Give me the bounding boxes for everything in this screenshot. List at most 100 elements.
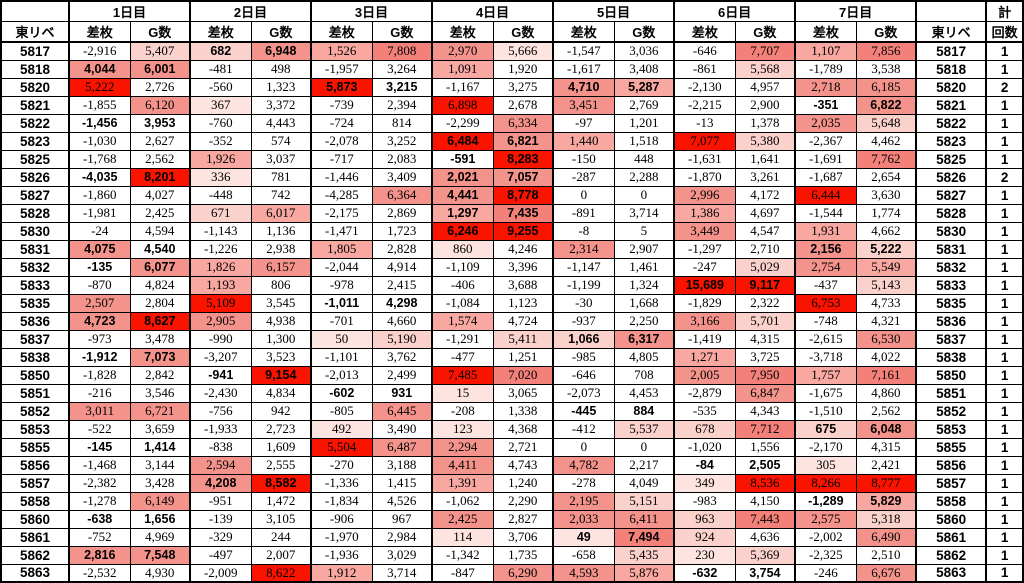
cell-d6-samai[interactable]: -1,020 [673, 437, 736, 457]
cell-d5-samai[interactable]: 4,710 [552, 77, 615, 97]
machine-number-cell[interactable]: 5860 [0, 509, 70, 529]
cell-d1-samai[interactable]: -2,382 [68, 473, 131, 493]
cell-d1-samai[interactable]: 3,011 [68, 401, 131, 421]
cell-d5-samai[interactable]: -8 [552, 221, 615, 241]
cell-d1-samai[interactable]: -1,278 [68, 491, 131, 511]
cell-d7-gcount[interactable]: 6,822 [855, 95, 918, 115]
cell-d1-samai[interactable]: 4,075 [68, 239, 131, 259]
cell-d4-gcount[interactable]: 1,123 [492, 293, 555, 313]
cell-d2-samai[interactable]: -560 [189, 77, 252, 97]
cell-d4-gcount[interactable]: 4,724 [492, 311, 555, 331]
machine-number-cell-right[interactable]: 5856 [915, 455, 988, 475]
cell-d6-samai[interactable]: -1,419 [673, 329, 736, 349]
cell-d3-gcount[interactable]: 2,394 [371, 95, 434, 115]
cell-d7-samai[interactable]: -1,675 [794, 383, 857, 403]
count-cell[interactable]: 1 [985, 347, 1024, 367]
cell-d5-samai[interactable]: 2,033 [552, 509, 615, 529]
count-cell[interactable]: 1 [985, 293, 1024, 313]
cell-d3-gcount[interactable]: 3,215 [371, 77, 434, 97]
count-cell[interactable]: 1 [985, 59, 1024, 79]
cell-d2-samai[interactable]: -481 [189, 59, 252, 79]
cell-d6-samai[interactable]: 1,271 [673, 347, 736, 367]
cell-d7-samai[interactable]: -1,289 [794, 491, 857, 511]
cell-d2-gcount[interactable]: 574 [250, 131, 313, 151]
count-cell[interactable]: 1 [985, 563, 1024, 583]
cell-d1-gcount[interactable]: 7,548 [129, 545, 192, 565]
cell-d5-samai[interactable]: -1,199 [552, 275, 615, 295]
machine-number-cell-right[interactable]: 5817 [915, 41, 988, 61]
cell-d6-samai[interactable]: -13 [673, 113, 736, 133]
machine-number-cell-right[interactable]: 5826 [915, 167, 988, 187]
cell-d1-gcount[interactable]: 5,407 [129, 41, 192, 61]
count-cell[interactable]: 1 [985, 365, 1024, 385]
cell-d1-samai[interactable]: -638 [68, 509, 131, 529]
machine-number-cell[interactable]: 5835 [0, 293, 70, 313]
cell-d4-gcount[interactable]: 3,275 [492, 77, 555, 97]
cell-d3-gcount[interactable]: 4,526 [371, 491, 434, 511]
cell-d6-gcount[interactable]: 4,697 [734, 203, 797, 223]
cell-d4-samai[interactable]: -1,109 [431, 257, 494, 277]
cell-d2-samai[interactable]: -329 [189, 527, 252, 547]
cell-d5-gcount[interactable]: 1,668 [613, 293, 676, 313]
cell-d2-gcount[interactable]: 3,545 [250, 293, 313, 313]
count-cell[interactable]: 1 [985, 311, 1024, 331]
cell-d4-gcount[interactable]: 2,678 [492, 95, 555, 115]
machine-number-cell[interactable]: 5852 [0, 401, 70, 421]
cell-d2-samai[interactable]: -1,143 [189, 221, 252, 241]
cell-d5-samai[interactable]: -1,147 [552, 257, 615, 277]
cell-d4-samai[interactable]: 2,021 [431, 167, 494, 187]
cell-d3-samai[interactable]: -1,957 [310, 59, 373, 79]
cell-d5-samai[interactable]: -891 [552, 203, 615, 223]
cell-d5-gcount[interactable]: 0 [613, 437, 676, 457]
cell-d3-gcount[interactable]: 2,869 [371, 203, 434, 223]
cell-d5-samai[interactable]: -445 [552, 401, 615, 421]
cell-d1-samai[interactable]: -1,860 [68, 185, 131, 205]
cell-d4-samai[interactable]: -1,062 [431, 491, 494, 511]
cell-d6-samai[interactable]: -983 [673, 491, 736, 511]
cell-d4-gcount[interactable]: 1,735 [492, 545, 555, 565]
cell-d4-gcount[interactable]: 3,396 [492, 257, 555, 277]
cell-d4-gcount[interactable]: 5,666 [492, 41, 555, 61]
cell-d3-gcount[interactable]: 3,029 [371, 545, 434, 565]
cell-d7-gcount[interactable]: 6,185 [855, 77, 918, 97]
cell-d7-gcount[interactable]: 3,630 [855, 185, 918, 205]
cell-d2-gcount[interactable]: 1,323 [250, 77, 313, 97]
cell-d3-gcount[interactable]: 4,914 [371, 257, 434, 277]
machine-number-cell-right[interactable]: 5822 [915, 113, 988, 133]
count-cell[interactable]: 2 [985, 77, 1024, 97]
machine-number-cell[interactable]: 5857 [0, 473, 70, 493]
cell-d1-gcount[interactable]: 2,726 [129, 77, 192, 97]
cell-d6-samai[interactable]: -1,829 [673, 293, 736, 313]
cell-d6-samai[interactable]: 349 [673, 473, 736, 493]
cell-d3-gcount[interactable]: 4,298 [371, 293, 434, 313]
cell-d5-gcount[interactable]: 5,151 [613, 491, 676, 511]
machine-number-cell[interactable]: 5861 [0, 527, 70, 547]
cell-d1-gcount[interactable]: 3,478 [129, 329, 192, 349]
machine-number-cell-right[interactable]: 5823 [915, 131, 988, 151]
cell-d6-gcount[interactable]: 3,754 [734, 563, 797, 583]
cell-d3-gcount[interactable]: 2,828 [371, 239, 434, 259]
cell-d7-samai[interactable]: 1,757 [794, 365, 857, 385]
cell-d7-samai[interactable]: 1,107 [794, 41, 857, 61]
cell-d7-gcount[interactable]: 5,648 [855, 113, 918, 133]
cell-d3-samai[interactable]: 1,912 [310, 563, 373, 583]
cell-d4-gcount[interactable]: 2,827 [492, 509, 555, 529]
cell-d2-gcount[interactable]: 1,300 [250, 329, 313, 349]
cell-d4-samai[interactable]: 15 [431, 383, 494, 403]
cell-d5-gcount[interactable]: 7,494 [613, 527, 676, 547]
cell-d7-samai[interactable]: -2,367 [794, 131, 857, 151]
cell-d1-samai[interactable]: -24 [68, 221, 131, 241]
cell-d4-samai[interactable]: 2,970 [431, 41, 494, 61]
cell-d5-samai[interactable]: 0 [552, 185, 615, 205]
machine-number-cell-right[interactable]: 5858 [915, 491, 988, 511]
cell-d5-samai[interactable]: -937 [552, 311, 615, 331]
cell-d4-samai[interactable]: -477 [431, 347, 494, 367]
cell-d5-gcount[interactable]: 5,876 [613, 563, 676, 583]
cell-d1-samai[interactable]: 5,222 [68, 77, 131, 97]
cell-d6-gcount[interactable]: 5,029 [734, 257, 797, 277]
machine-number-cell[interactable]: 5831 [0, 239, 70, 259]
cell-d2-gcount[interactable]: 6,017 [250, 203, 313, 223]
machine-number-cell[interactable]: 5818 [0, 59, 70, 79]
cell-d1-gcount[interactable]: 2,562 [129, 149, 192, 169]
cell-d4-samai[interactable]: 1,391 [431, 473, 494, 493]
